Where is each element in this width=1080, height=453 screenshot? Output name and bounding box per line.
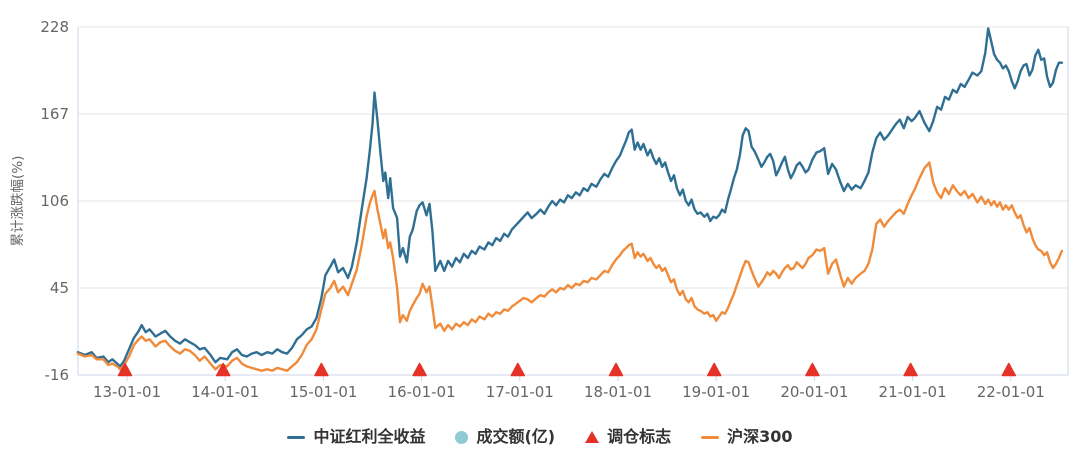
x-axis-tick-label: 16-01-01	[388, 383, 456, 401]
x-axis-tick-label: 13-01-01	[93, 383, 161, 401]
x-axis-tick-label: 22-01-01	[977, 383, 1045, 401]
legend-item-label: 成交额(亿)	[476, 427, 556, 446]
chart-legend: 中证红利全收益 成交额(亿) 调仓标志 沪深300	[0, 429, 1080, 445]
legend-line-marker-icon	[701, 435, 720, 439]
x-axis-tick-label: 18-01-01	[584, 383, 652, 401]
legend-item-2[interactable]: 调仓标志	[585, 429, 671, 445]
y-axis-tick-label: 106	[40, 192, 69, 210]
legend-item-label: 沪深300	[727, 427, 793, 446]
rebalance-triangle-marker[interactable]	[608, 362, 624, 377]
rebalance-triangle-marker[interactable]	[1001, 362, 1017, 377]
x-axis-tick-label: 17-01-01	[486, 383, 554, 401]
rebalance-triangle-marker[interactable]	[314, 362, 329, 377]
x-axis-tick-label: 19-01-01	[682, 383, 750, 401]
legend-item-0[interactable]: 中证红利全收益	[287, 429, 425, 445]
x-axis-tick-label: 14-01-01	[191, 383, 259, 401]
legend-item-3[interactable]: 沪深300	[701, 427, 793, 446]
legend-item-label: 调仓标志	[607, 427, 672, 446]
x-axis-tick-label: 20-01-01	[780, 383, 848, 401]
line-chart-canvas: 228 167 106 45 -16 13-01-01 14-01-01 15-01-01 16…	[10, 18, 1069, 401]
x-axis-tick-label: 21-01-01	[879, 383, 947, 401]
rebalance-triangle-marker[interactable]	[510, 362, 526, 377]
x-axis-tick-label: 15-01-01	[289, 383, 357, 401]
legend-item-label: 中证红利全收益	[313, 427, 426, 446]
series-line-hs300[interactable]	[76, 161, 1064, 372]
rebalance-triangle-marker[interactable]	[215, 362, 231, 377]
rebalance-triangle-marker[interactable]	[706, 362, 722, 377]
y-axis-title: 累计涨跌幅(%)	[10, 156, 26, 247]
legend-line-marker-icon	[287, 435, 306, 439]
y-axis-tick-label: 167	[40, 105, 69, 123]
legend-circle-marker-icon	[455, 430, 469, 444]
y-axis-tick-label: 45	[50, 279, 69, 297]
y-axis-tick-label: -16	[45, 366, 70, 384]
rebalance-triangle-marker[interactable]	[117, 362, 133, 377]
rebalance-triangle-marker[interactable]	[805, 362, 820, 377]
rebalance-triangle-marker[interactable]	[412, 362, 427, 377]
legend-item-1[interactable]: 成交额(亿)	[455, 429, 555, 445]
series-line-csi-dividend-total-return[interactable]	[76, 27, 1064, 368]
legend-triangle-marker-icon	[585, 431, 600, 443]
y-axis-tick-label: 228	[40, 18, 69, 36]
rebalance-triangle-marker[interactable]	[903, 362, 918, 377]
